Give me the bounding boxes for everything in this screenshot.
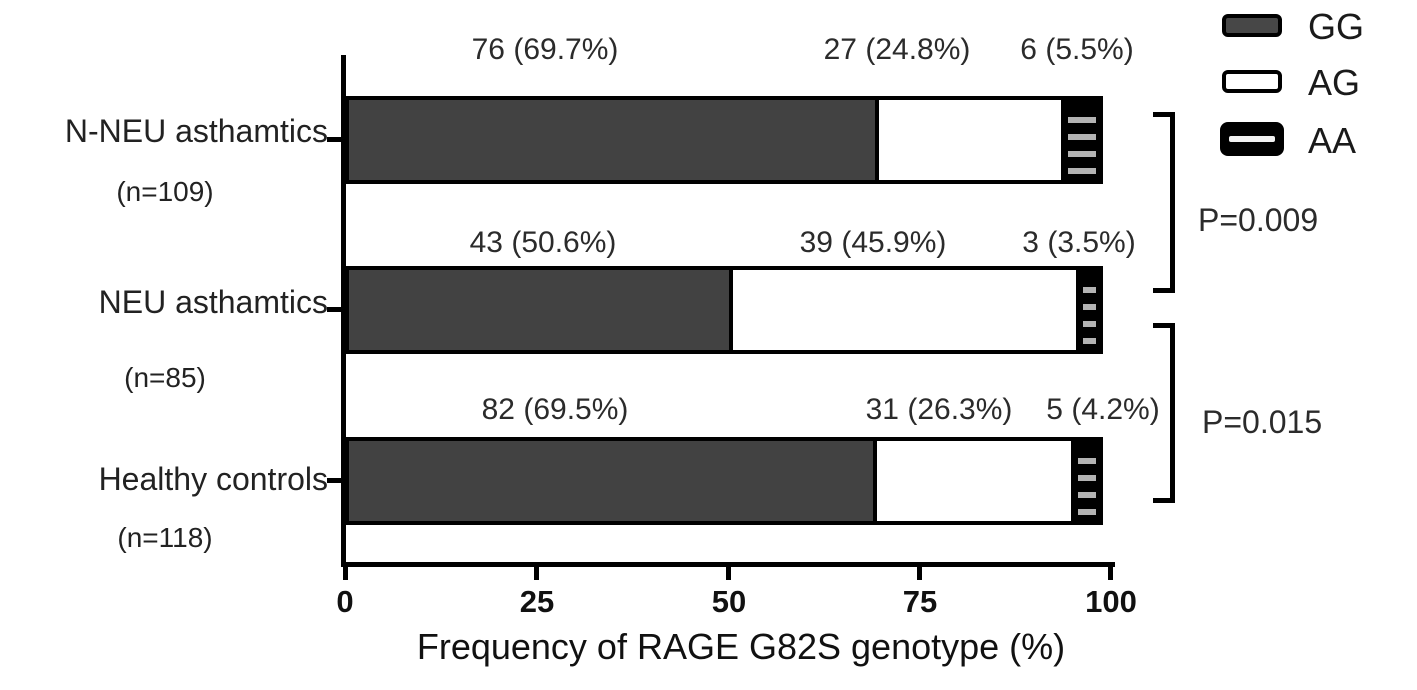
bar-segment-aa [1060,96,1103,184]
legend-swatch-aa [1220,122,1284,156]
bar-segment-ag [874,96,1065,184]
x-axis-tick-50 [726,567,731,580]
legend-swatch-ag [1222,70,1282,93]
category-tick-n-neu [327,137,343,142]
x-axis-tick-0 [343,567,348,580]
x-axis-title: Frequency of RAGE G82S genotype (%) [416,626,1066,667]
legend-label-aa: AA [1308,120,1357,161]
value-label-aa-row2: 3 (3.5%) [1022,226,1136,259]
bar-segment-gg [345,437,878,525]
value-label-gg-row3: 82 (69.5%) [481,393,629,426]
x-axis-tick-25 [534,567,539,580]
p-value-label-1: P=0.009 [1198,202,1319,238]
category-n-neu: (n=85) [124,362,206,393]
legend-label-gg: GG [1308,6,1365,47]
value-label-ag-row2: 39 (45.9%) [799,226,947,259]
category-label-n-neu: N-NEU asthamtics [64,113,328,149]
bar-segment-gg [345,266,733,354]
x-axis-line [341,562,1115,567]
p-value-label-2: P=0.015 [1202,404,1323,440]
x-axis-tick-75 [917,567,922,580]
legend-swatch-gg [1222,14,1282,37]
y-axis-line [341,55,346,567]
value-label-gg-row1: 76 (69.7%) [471,33,619,66]
bar-healthy-controls [345,437,1111,525]
category-n-healthy: (n=118) [117,522,213,553]
value-label-gg-row2: 43 (50.6%) [469,226,617,259]
legend-swatch-aa-stripe [1229,136,1275,142]
value-label-aa-row3: 5 (4.2%) [1046,393,1160,426]
category-label-neu: NEU asthamtics [98,284,328,320]
bar-n-neu-asthamtics [345,96,1111,184]
significance-bracket-1 [1153,112,1175,293]
value-label-aa-row1: 6 (5.5%) [1020,33,1134,66]
bar-segment-ag [873,437,1075,525]
category-label-healthy: Healthy controls [98,461,328,497]
x-tick-label-0: 0 [336,584,354,619]
x-tick-label-25: 25 [519,584,555,619]
category-tick-neu [327,307,343,312]
value-label-ag-row3: 31 (26.3%) [865,393,1013,426]
bar-neu-asthamtics [345,266,1111,354]
legend-label-ag: AG [1308,62,1361,103]
x-tick-label-75: 75 [902,584,938,619]
significance-bracket-2 [1153,323,1175,503]
category-tick-healthy [327,478,343,483]
bar-segment-aa [1070,437,1103,525]
x-axis-tick-100 [1108,567,1113,580]
x-tick-label-100: 100 [1085,584,1137,619]
x-tick-label-50: 50 [711,584,747,619]
bar-segment-gg [345,96,879,184]
bar-segment-aa [1076,266,1103,354]
category-n-n-neu: (n=109) [116,176,214,207]
bar-segment-ag [728,266,1081,354]
value-label-ag-row1: 27 (24.8%) [823,33,971,66]
